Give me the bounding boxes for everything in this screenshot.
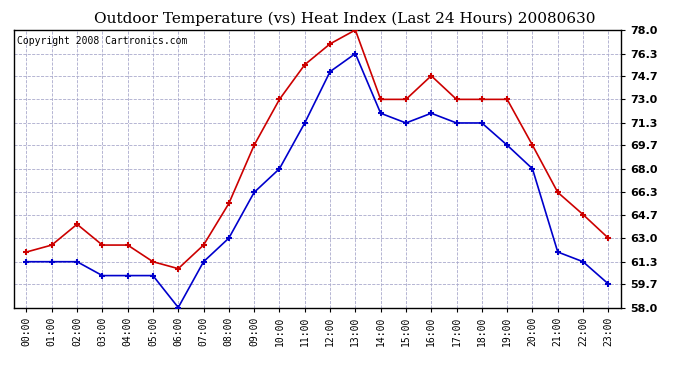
Text: Outdoor Temperature (vs) Heat Index (Last 24 Hours) 20080630: Outdoor Temperature (vs) Heat Index (Las… bbox=[95, 11, 595, 26]
Text: Copyright 2008 Cartronics.com: Copyright 2008 Cartronics.com bbox=[17, 36, 187, 45]
